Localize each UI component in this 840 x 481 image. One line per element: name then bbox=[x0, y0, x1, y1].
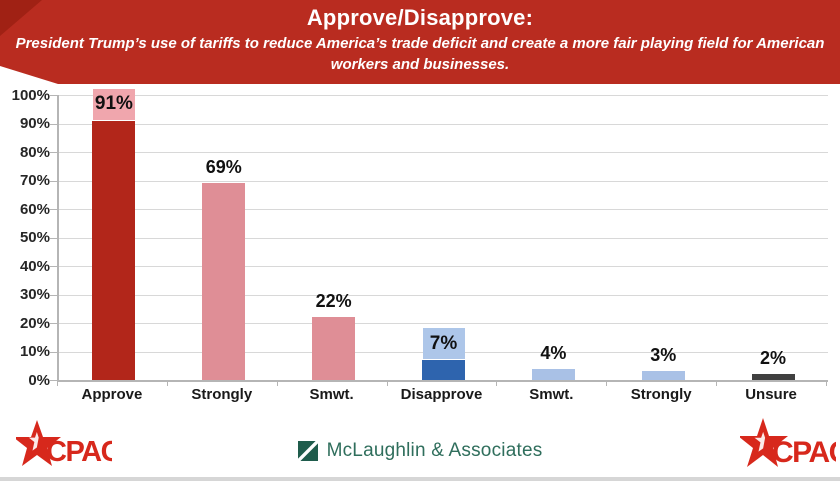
bar-strongly-3 bbox=[641, 371, 685, 380]
y-axis-tick bbox=[50, 152, 58, 153]
y-axis-tick bbox=[50, 380, 58, 381]
cpac-star-icon bbox=[740, 418, 788, 467]
bar-data-label: 22% bbox=[315, 291, 352, 312]
bar-data-label: 2% bbox=[760, 348, 787, 369]
bar-data-label: 69% bbox=[205, 157, 242, 178]
cpac-logo-right: CPAC bbox=[740, 418, 836, 469]
gridline bbox=[59, 294, 828, 296]
y-axis-label: 10% bbox=[19, 343, 50, 360]
y-axis-label: 0% bbox=[28, 371, 50, 389]
x-axis-category-label: Disapprove bbox=[400, 386, 483, 403]
mclaughlin-wordmark: McLaughlin & Associates bbox=[326, 440, 543, 461]
y-axis-label: 90% bbox=[19, 115, 50, 132]
y-axis-label: 80% bbox=[19, 143, 50, 161]
x-axis-tick bbox=[166, 380, 168, 386]
x-axis-tick bbox=[606, 380, 608, 386]
bar-disapprove-7 bbox=[422, 360, 465, 380]
x-axis-tick bbox=[496, 380, 498, 386]
y-axis-tick bbox=[50, 95, 58, 96]
page-subtitle-line-1: President Trump’s use of tariffs to redu… bbox=[15, 35, 825, 52]
mclaughlin-logo: McLaughlin & Associates bbox=[0, 437, 840, 465]
x-axis-tick bbox=[826, 380, 827, 386]
bar-chart-plot-area: 100% 90% 80% 70% 60% 50% 40% 30% 20% 10% 0% 91% 69% 2… bbox=[12, 88, 828, 388]
bar-strongly-69 bbox=[202, 183, 246, 380]
y-axis-tick bbox=[50, 266, 58, 267]
x-axis-category-label: Unsure bbox=[745, 386, 797, 403]
y-axis-label: 100% bbox=[11, 86, 50, 104]
y-axis-tick bbox=[50, 180, 58, 182]
x-axis-tick bbox=[386, 380, 388, 386]
gridline bbox=[59, 180, 828, 182]
y-axis-label: 50% bbox=[19, 229, 50, 246]
bar-approve-91 bbox=[92, 120, 136, 380]
bar-data-label: 3% bbox=[650, 345, 677, 366]
y-axis-label: 20% bbox=[19, 314, 50, 332]
y-axis-label: 40% bbox=[19, 257, 50, 275]
x-axis-category-label: Approve bbox=[81, 386, 143, 403]
y-axis-tick bbox=[50, 294, 58, 296]
x-axis-tick bbox=[57, 380, 58, 386]
x-axis-category-label: Smwt. bbox=[309, 386, 354, 403]
page-title: Approve/Disapprove: bbox=[306, 5, 534, 30]
header-banner: Approve/Disapprove: President Trump’s us… bbox=[0, 0, 840, 84]
gridline bbox=[59, 209, 828, 210]
mclaughlin-square-icon bbox=[297, 441, 318, 461]
page-subtitle-line-2: workers and businesses. bbox=[330, 56, 510, 73]
gridline bbox=[59, 237, 828, 239]
y-axis-tick bbox=[50, 323, 58, 324]
bar-data-label: 91% bbox=[92, 88, 135, 120]
bar-data-label: 4% bbox=[540, 342, 567, 363]
gridline bbox=[59, 95, 828, 96]
y-axis-tick bbox=[50, 123, 58, 125]
x-axis-tick bbox=[716, 380, 718, 386]
bar-smwt-22 bbox=[312, 317, 356, 380]
y-axis-label: 60% bbox=[19, 200, 50, 218]
cpac-logo-left: CPAC bbox=[16, 420, 112, 468]
gridline bbox=[59, 266, 828, 267]
gridline bbox=[59, 323, 828, 324]
y-axis-label: 30% bbox=[19, 286, 50, 303]
x-axis-category-label: Strongly bbox=[191, 386, 253, 403]
y-axis-label: 70% bbox=[19, 172, 50, 189]
x-axis-tick bbox=[276, 380, 278, 386]
y-axis-tick bbox=[50, 351, 58, 353]
bar-data-label: 7% bbox=[422, 328, 465, 360]
page-subtitle: President Trump’s use of tariffs to redu… bbox=[0, 33, 840, 75]
y-axis-tick bbox=[50, 209, 58, 210]
y-axis-tick bbox=[50, 237, 58, 239]
gridline bbox=[59, 123, 828, 125]
cpac-wordmark: CPAC bbox=[46, 436, 112, 468]
bottom-edge-strip bbox=[0, 477, 840, 481]
cpac-wordmark: CPAC bbox=[772, 436, 836, 469]
cpac-star-icon bbox=[16, 420, 61, 466]
x-axis-category-label: Strongly bbox=[630, 386, 692, 403]
x-axis-category-label: Smwt. bbox=[529, 386, 574, 403]
bar-smwt-4 bbox=[531, 368, 575, 380]
gridline bbox=[59, 152, 828, 153]
bar-unsure-2 bbox=[751, 374, 795, 380]
